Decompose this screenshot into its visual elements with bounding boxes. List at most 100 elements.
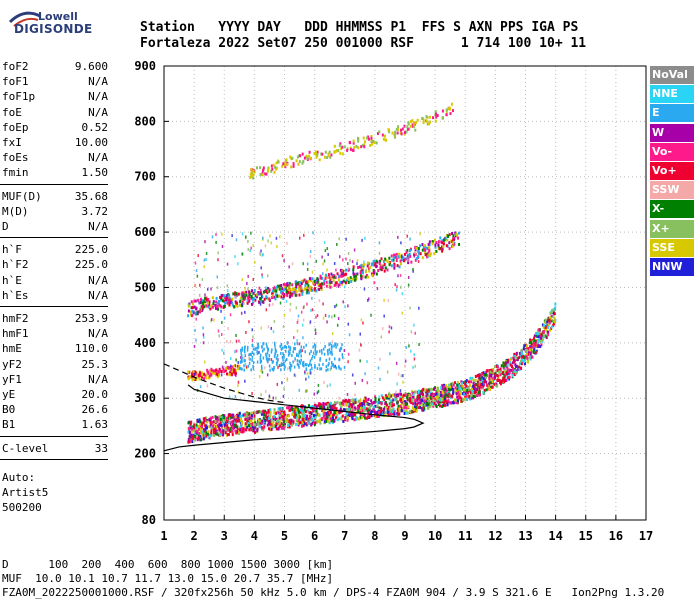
o-trace-point [418,399,421,403]
o-trace-point [403,406,406,410]
o-trace-point [193,429,196,433]
multihop-2f-point [428,253,431,257]
o-trace-point [548,318,551,322]
o-trace-point [306,409,309,413]
o-trace-point [311,421,314,425]
x-tick-label: 16 [609,529,623,543]
o-trace-point [398,409,401,413]
o-trace-point [465,394,468,398]
o-trace-point [254,421,257,425]
spread-f-point [311,308,314,312]
spread-f-point [221,348,223,352]
multihop-2f-point [330,280,333,284]
o-trace-point [469,388,472,392]
multihop-3f-point [445,113,448,117]
spread-f-point [322,262,324,266]
spread-f-point [320,348,323,352]
multihop-3f-point [284,165,287,169]
multihop-3f-point [333,150,336,154]
spread-f-point [400,374,403,378]
o-trace-point [422,408,425,412]
multihop-2f-point [447,234,450,238]
o-trace-point [212,424,215,428]
multihop-2f-point [193,299,196,303]
o-trace-point [206,420,209,424]
es-trace-point [232,364,235,368]
o-trace-point [391,404,394,408]
multihop-2f-point [355,277,358,281]
spread-f-point [409,237,411,241]
o-trace-point [461,392,464,396]
spread-f-point [268,396,271,400]
o-trace-point [322,415,325,419]
o-trace-point [362,398,365,402]
spread-f-point [297,314,300,318]
o-trace-point [328,421,331,425]
o-trace-point [389,399,392,403]
spread-f-point [289,361,291,365]
spread-f-point [284,359,287,363]
o-trace-point [312,413,315,417]
multihop-2f-point [239,300,242,304]
o-trace-point [246,425,249,429]
multihop-2f-point [212,302,215,306]
o-trace-point [523,356,526,360]
es-trace-point [225,372,228,376]
o-trace-point [520,359,523,363]
o-trace-point [482,377,485,381]
multihop-2f-point [262,300,265,304]
o-trace-point [485,388,488,392]
param-row: h`Es N/A [2,289,108,303]
spread-f-point [266,360,269,364]
o-trace-point [467,394,470,398]
spread-f-point [265,352,267,356]
o-trace-point [533,347,536,351]
multihop-2f-point [395,258,398,262]
spread-f-point [308,362,311,366]
o-trace-point [423,406,426,410]
o-trace-point [418,406,421,410]
spread-f-point [399,389,402,393]
o-trace-point [480,376,483,380]
spread-f-point [356,262,358,266]
o-trace-point [459,396,462,400]
spread-f-point [331,340,333,344]
spread-f-point [307,364,310,368]
o-trace-point [537,328,540,332]
o-trace-point [191,440,194,444]
o-trace-point [367,397,370,401]
spread-f-point [311,366,313,370]
param-row: M(D) 3.72 [2,205,108,219]
o-trace-point [264,414,267,418]
multihop-3f-point [282,162,285,166]
multihop-2f-point [414,258,417,262]
o-trace-point [217,424,220,428]
o-trace-point [520,350,523,354]
o-trace-point [236,419,239,423]
spread-f-point [235,333,237,337]
o-trace-point [260,410,263,414]
spread-f-point [298,236,301,240]
multihop-2f-point [305,280,308,284]
multihop-2f-point [201,299,204,303]
multihop-2f-point [337,278,340,282]
spread-f-point [335,268,337,272]
spread-f-point [229,313,232,317]
spread-f-point [326,247,329,251]
spread-f-point [282,361,285,365]
o-trace-point [238,419,241,423]
spread-f-point [276,353,279,357]
multihop-2f-point [424,244,427,248]
multihop-2f-point [221,299,224,303]
multihop-2f-point [325,280,328,284]
multihop-2f-point [280,295,283,299]
o-trace-point [466,390,469,394]
spread-f-point [327,350,329,354]
o-trace-point [311,404,314,408]
o-trace-point [535,349,538,353]
spread-f-point [342,258,344,262]
o-trace-point [377,401,380,405]
o-trace-point [460,397,463,401]
multihop-2f-point [452,234,455,238]
